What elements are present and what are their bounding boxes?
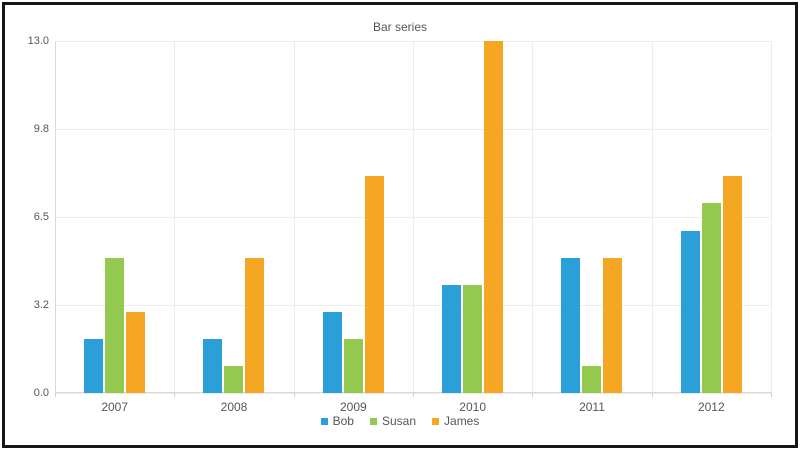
y-axis-line bbox=[55, 41, 56, 393]
legend-item-susan[interactable]: Susan bbox=[369, 414, 417, 428]
x-axis-tick bbox=[532, 393, 534, 397]
x-tick-label: 2008 bbox=[220, 400, 248, 414]
y-tick-label: 6.5 bbox=[33, 211, 49, 223]
bar-group-2007 bbox=[55, 41, 174, 393]
bar-susan-2007[interactable] bbox=[105, 257, 125, 393]
gridline bbox=[174, 41, 176, 393]
x-tick-label: 2009 bbox=[339, 400, 367, 414]
bar-group-2010 bbox=[413, 41, 532, 393]
bar-james-2008[interactable] bbox=[245, 257, 265, 393]
bar-james-2009[interactable] bbox=[364, 176, 384, 393]
legend-item-bob[interactable]: Bob bbox=[320, 414, 354, 428]
y-tick-label: 9.8 bbox=[33, 123, 49, 135]
y-tick-label: 13.0 bbox=[27, 35, 49, 47]
bar-susan-2008[interactable] bbox=[224, 365, 244, 393]
x-axis-tick bbox=[55, 393, 56, 397]
legend: Bob Susan James bbox=[5, 414, 795, 428]
bar-james-2011[interactable] bbox=[603, 257, 623, 393]
bar-james-2007[interactable] bbox=[126, 311, 146, 393]
bar-group-2009 bbox=[294, 41, 413, 393]
bar-james-2010[interactable] bbox=[484, 41, 504, 393]
bar-group-2008 bbox=[174, 41, 293, 393]
x-axis-tick bbox=[293, 393, 295, 397]
x-axis-tick bbox=[771, 393, 772, 397]
y-tick-label: 3.2 bbox=[33, 299, 49, 311]
x-axis-tick bbox=[413, 393, 414, 397]
legend-label: James bbox=[444, 414, 480, 428]
x-tick-label: 2007 bbox=[101, 400, 129, 414]
bar-bob-2009[interactable] bbox=[322, 311, 342, 393]
gridline bbox=[293, 41, 295, 393]
bar-susan-2010[interactable] bbox=[463, 284, 483, 393]
bar-chart: Bar series 0.0 3.2 6.5 9.8 13.0 2007 2008 2009… bbox=[5, 5, 795, 445]
x-axis-labels: 2007 2008 2009 2010 2011 2012 bbox=[55, 400, 771, 414]
legend-label: Bob bbox=[332, 414, 354, 428]
chart-title: Bar series bbox=[372, 20, 428, 34]
x-tick-label: 2011 bbox=[579, 400, 605, 414]
bar-bob-2007[interactable] bbox=[84, 338, 104, 393]
bar-group-2012 bbox=[652, 41, 771, 393]
bar-susan-2012[interactable] bbox=[701, 203, 721, 393]
x-axis-tick bbox=[174, 393, 176, 397]
gridline bbox=[771, 41, 772, 393]
bar-group-2011 bbox=[532, 41, 651, 393]
x-axis-line bbox=[55, 392, 771, 393]
legend-swatch-susan bbox=[369, 417, 377, 425]
bar-susan-2011[interactable] bbox=[582, 365, 602, 393]
bar-bob-2012[interactable] bbox=[680, 230, 700, 393]
x-axis-tick bbox=[651, 393, 653, 397]
legend-swatch-bob bbox=[320, 417, 328, 425]
y-tick-label: 0.0 bbox=[33, 387, 49, 399]
legend-item-james[interactable]: James bbox=[432, 414, 479, 428]
legend-label: Susan bbox=[381, 414, 417, 428]
bar-bob-2008[interactable] bbox=[203, 338, 223, 393]
bar-bob-2010[interactable] bbox=[442, 284, 462, 393]
bar-susan-2009[interactable] bbox=[343, 338, 363, 393]
x-tick-label: 2012 bbox=[697, 400, 725, 414]
plot-area bbox=[55, 41, 772, 394]
bar-groups bbox=[55, 41, 771, 393]
gridline bbox=[651, 41, 653, 393]
bar-bob-2011[interactable] bbox=[561, 257, 581, 393]
gridline bbox=[413, 41, 414, 393]
bar-james-2012[interactable] bbox=[722, 176, 742, 393]
gridline bbox=[532, 41, 534, 393]
legend-swatch-james bbox=[432, 417, 440, 425]
y-axis-labels: 0.0 3.2 6.5 9.8 13.0 bbox=[5, 35, 49, 399]
x-tick-label: 2010 bbox=[459, 400, 486, 414]
